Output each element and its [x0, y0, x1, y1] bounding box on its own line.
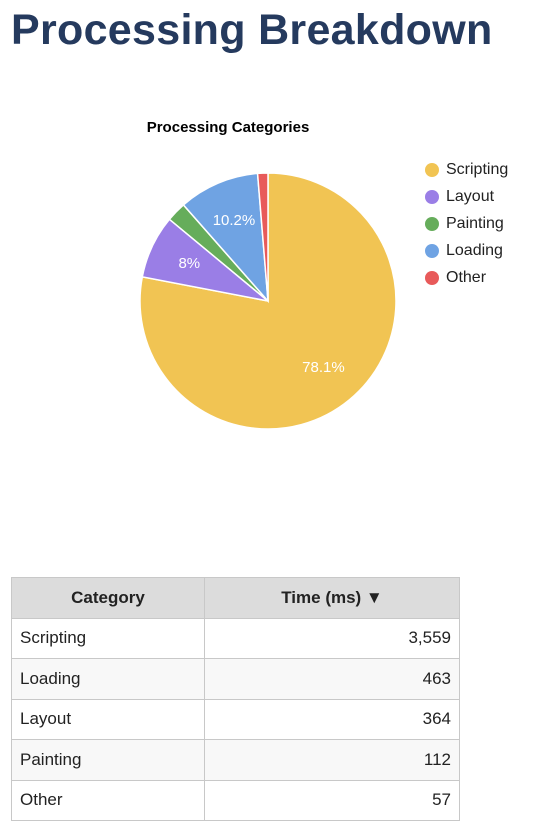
legend-label: Loading	[446, 242, 503, 259]
category-cell: Painting	[11, 739, 205, 781]
pie-slice	[182, 172, 269, 304]
legend-marker	[425, 190, 439, 204]
time-cell: 112	[204, 739, 460, 781]
header-row: Category Time (ms) ▼	[11, 577, 460, 619]
page-title: Processing Breakdown	[11, 6, 493, 54]
time-cell: 364	[204, 698, 460, 740]
column-header[interactable]: Time (ms) ▼	[204, 577, 460, 619]
time-cell: 3,559	[204, 617, 460, 659]
table-row: Other 57	[11, 779, 460, 821]
time-cell: 57	[204, 779, 460, 821]
legend-label: Painting	[446, 215, 504, 232]
chart-title: Processing Categories	[147, 119, 310, 136]
data-table: Category Time (ms) ▼ Scripting 3,559 Loadin…	[11, 577, 460, 821]
table-row: Scripting 3,559	[11, 617, 460, 659]
category-cell: Other	[11, 779, 205, 821]
legend-marker	[425, 217, 439, 231]
slice-label: 78.1%	[302, 359, 345, 376]
time-cell: 463	[204, 658, 460, 700]
slice-label: 8%	[178, 255, 200, 272]
table-row: Loading 463	[11, 658, 460, 700]
legend-label: Scripting	[446, 161, 508, 178]
category-cell: Loading	[11, 658, 205, 700]
table-row: Layout 364	[11, 698, 460, 740]
legend-label: Layout	[446, 188, 495, 205]
legend-marker	[425, 244, 439, 258]
category-cell: Scripting	[11, 617, 205, 659]
column-header: Category	[11, 577, 205, 619]
legend-marker	[425, 271, 439, 285]
legend-label: Other	[446, 269, 487, 286]
pie-slice	[256, 172, 269, 302]
legend-marker	[425, 163, 439, 177]
category-cell: Layout	[11, 698, 205, 740]
slice-label: 10.2%	[213, 212, 256, 229]
table-row: Painting 112	[11, 739, 460, 781]
pie-chart: Processing Categories 78.1% 8% 10.2% Script…	[139, 119, 508, 430]
